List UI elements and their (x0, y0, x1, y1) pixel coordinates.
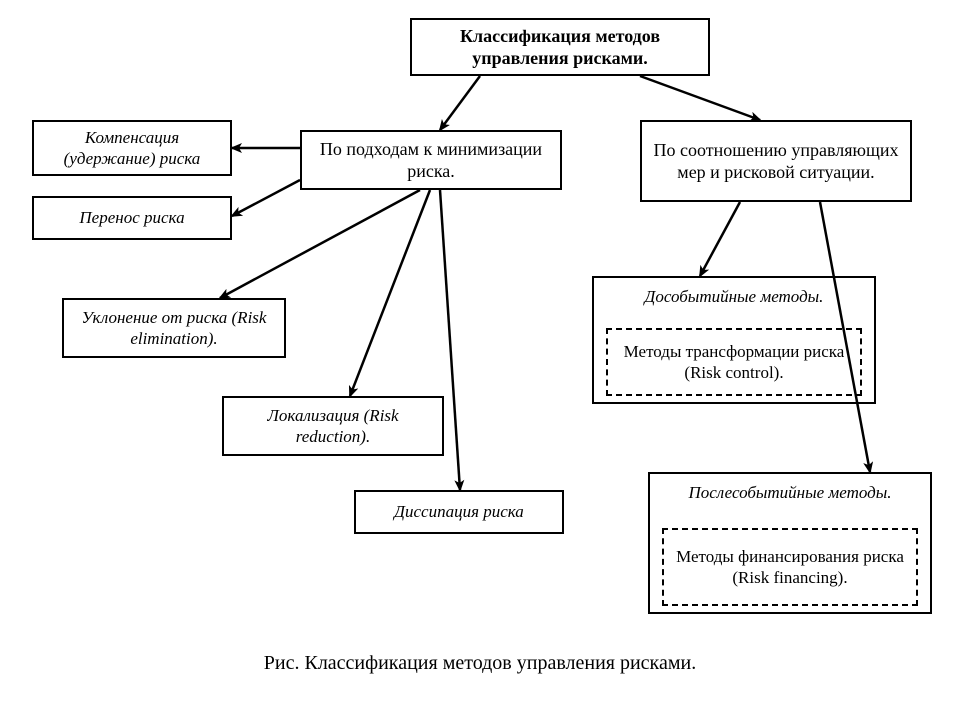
node-preevent-inner-text: Методы трансформации риска (Risk control… (614, 341, 854, 384)
node-approach: По подходам к минимизации риска. (300, 130, 562, 190)
node-transfer: Перенос риска (32, 196, 232, 240)
node-elimination: Уклонение от риска (Risk elimination). (62, 298, 286, 358)
edge-root-ratio (640, 76, 760, 120)
edge-root-approach (440, 76, 480, 130)
node-reduction: Локализация (Risk reduction). (222, 396, 444, 456)
node-approach-text: По подходам к минимизации риска. (308, 138, 554, 183)
figure-caption: Рис. Классификация методов управления ри… (0, 652, 960, 675)
edge-ratio-preevent (700, 202, 740, 276)
node-preevent-inner: Методы трансформации риска (Risk control… (606, 328, 862, 396)
node-root-text: Классификация методов управления рисками… (418, 25, 702, 70)
node-ratio: По соотношению управляющих мер и рисково… (640, 120, 912, 202)
node-ratio-text: По соотношению управляющих мер и рисково… (648, 139, 904, 184)
node-postevent-inner: Методы финансирования риска (Risk financ… (662, 528, 918, 606)
figure-caption-text: Рис. Классификация методов управления ри… (264, 652, 696, 674)
node-root: Классификация методов управления рисками… (410, 18, 710, 76)
node-compensation-text: Компенсация (удержание) риска (40, 127, 224, 170)
edge-approach-reduction (350, 190, 430, 396)
node-compensation: Компенсация (удержание) риска (32, 120, 232, 176)
edge-approach-transfer (232, 180, 300, 216)
node-dissipation: Диссипация риска (354, 490, 564, 534)
node-postevent-inner-text: Методы финансирования риска (Risk financ… (670, 546, 910, 589)
node-reduction-text: Локализация (Risk reduction). (230, 405, 436, 448)
node-postevent-title: Послесобытийные методы. (656, 482, 924, 503)
node-transfer-text: Перенос риска (79, 207, 184, 228)
edge-approach-elimination (220, 190, 420, 298)
diagram-stage: Классификация методов управления рисками… (0, 0, 960, 720)
node-dissipation-text: Диссипация риска (394, 501, 524, 522)
node-preevent-title: Дособытийные методы. (600, 286, 868, 307)
node-elimination-text: Уклонение от риска (Risk elimination). (70, 307, 278, 350)
